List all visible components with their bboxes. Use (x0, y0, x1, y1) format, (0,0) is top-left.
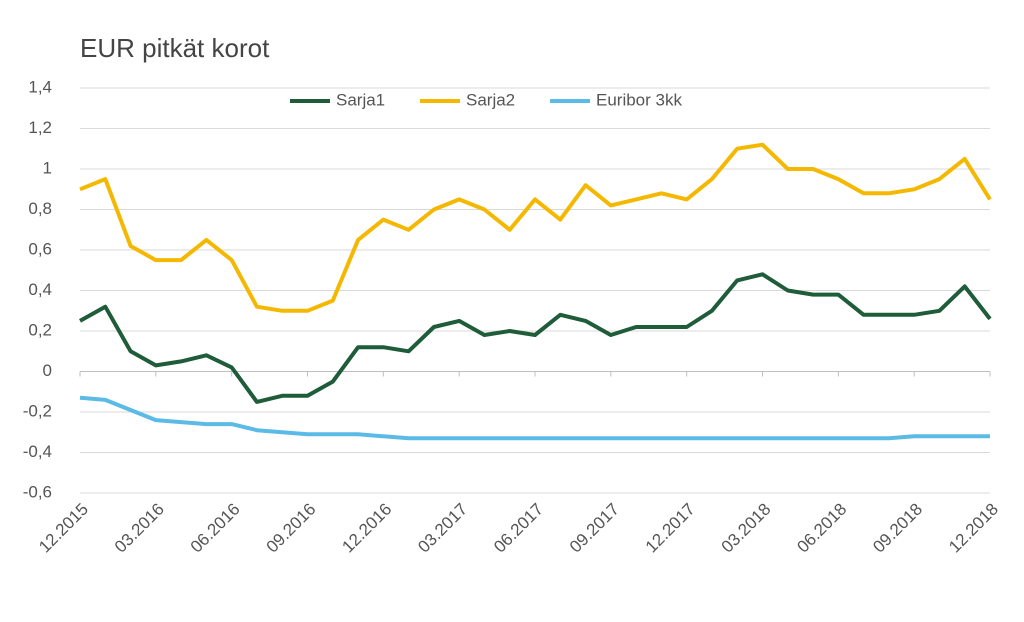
y-tick-label: 0,8 (28, 199, 52, 218)
y-tick-label: 0,6 (28, 239, 52, 258)
legend-label: Sarja2 (466, 90, 515, 109)
y-tick-label: 0,2 (28, 320, 52, 339)
x-tick-label: 09.2016 (263, 500, 320, 557)
y-tick-label: 1,2 (28, 118, 52, 137)
x-tick-label: 12.2018 (945, 500, 1002, 557)
series-line (79, 272, 992, 404)
y-tick-label: 1 (43, 158, 52, 177)
x-tick-label: 03.2018 (718, 500, 775, 557)
y-tick-label: -0,2 (23, 401, 52, 420)
x-tick-label: 06.2018 (793, 500, 850, 557)
x-tick-label: 03.2016 (111, 500, 168, 557)
y-tick-label: 0,4 (28, 280, 52, 299)
chart-title: EUR pitkät korot (80, 33, 270, 63)
y-tick-label: 1,4 (28, 77, 52, 96)
x-tick-label: 12.2016 (338, 500, 395, 557)
x-tick-label: 06.2017 (490, 500, 547, 557)
x-tick-label: 06.2016 (187, 500, 244, 557)
y-tick-label: 0 (43, 361, 52, 380)
x-tick-label: 12.2017 (642, 500, 699, 557)
series-line (79, 395, 990, 441)
x-tick-label: 03.2017 (414, 500, 471, 557)
y-tick-label: -0,4 (23, 442, 52, 461)
x-tick-label: 12.2015 (35, 500, 92, 557)
legend-label: Euribor 3kk (596, 90, 682, 109)
legend-label: Sarja1 (336, 90, 385, 109)
x-tick-label: 09.2017 (566, 500, 623, 557)
x-tick-label: 09.2018 (869, 500, 926, 557)
y-tick-label: -0,6 (23, 482, 52, 501)
series-line (79, 142, 992, 313)
